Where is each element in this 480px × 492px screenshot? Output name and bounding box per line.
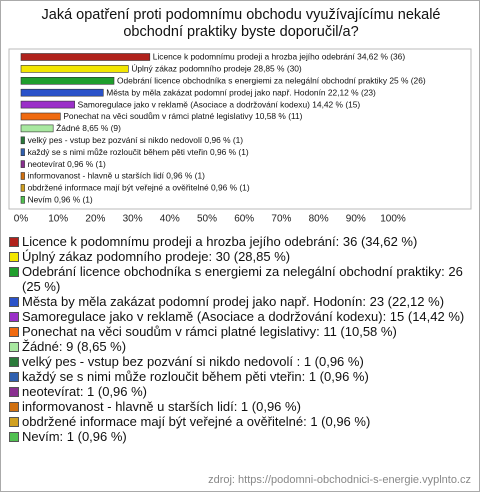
- legend-label: informovanost - hlavně u starších lidí: …: [22, 399, 301, 414]
- legend-swatch: [9, 357, 19, 367]
- legend: Licence k podomnímu prodeji a hrozba jej…: [9, 234, 473, 444]
- legend-swatch: [9, 372, 19, 382]
- x-tick-label: 10%: [48, 214, 68, 225]
- x-tick-label: 80%: [309, 214, 329, 225]
- bar: [20, 136, 25, 145]
- bar-label: Licence k podomnímu prodeji a hrozba jej…: [153, 52, 406, 62]
- legend-label: Ponechat na věci soudům v rámci platné l…: [22, 324, 397, 339]
- bar-label: neotevírat 0,96 % (1): [28, 159, 106, 169]
- bar: [20, 88, 104, 97]
- bar: [20, 148, 25, 156]
- legend-item: Licence k podomnímu prodeji a hrozba jej…: [9, 234, 473, 249]
- bar: [20, 100, 75, 109]
- bar-label: Úplný zákaz podomního prodeje 28,85 % (3…: [131, 64, 302, 74]
- legend-label: Žádné: 9 (8,65 %): [22, 339, 127, 354]
- bar-label: Nevím 0,96 % (1): [28, 195, 93, 205]
- legend-item: každý se s nimi může rozloučit během pět…: [9, 369, 473, 384]
- legend-label: Licence k podomnímu prodeji a hrozba jej…: [22, 234, 418, 249]
- bar: [20, 77, 115, 85]
- x-tick-label: 40%: [160, 214, 180, 225]
- legend-item: obdržené informace mají být veřejné a ov…: [9, 414, 473, 429]
- x-tick-label: 50%: [197, 214, 217, 225]
- legend-item: Ponechat na věci soudům v rámci platné l…: [9, 324, 473, 339]
- chart: 0% 10% 20% 30% 40% 50% 60% 70% 80% 90% 100% Licence…: [8, 48, 472, 225]
- legend-swatch: [9, 267, 19, 277]
- bar-label: informovanost - hlavně u starších lidí 0…: [28, 171, 206, 181]
- x-tick-label: 90%: [346, 214, 366, 225]
- bar-label: velký pes - vstup bez pozvání si nikdo n…: [28, 135, 244, 145]
- legend-item: Úplný zákaz podomního prodeje: 30 (28,85…: [9, 249, 473, 264]
- legend-swatch: [9, 342, 19, 352]
- legend-label: neotevírat: 1 (0,96 %): [22, 384, 148, 399]
- legend-swatch: [9, 252, 19, 262]
- bar-label: Žádné 8,65 % (9): [56, 123, 121, 133]
- legend-swatch: [9, 312, 19, 322]
- legend-item: informovanost - hlavně u starších lidí: …: [9, 399, 473, 414]
- x-tick-label: 0%: [14, 214, 29, 225]
- bar-label: Ponechat na věci soudům v rámci platné l…: [63, 111, 302, 121]
- bar-label: každý se s nimi může rozloučit během pět…: [28, 147, 249, 157]
- chart-title: Jaká opatření proti podomnímu obchodu vy…: [41, 7, 441, 40]
- legend-label: Úplný zákaz podomního prodeje: 30 (28,85…: [22, 249, 291, 264]
- legend-label: Nevím: 1 (0,96 %): [22, 429, 127, 444]
- bar: [20, 112, 61, 121]
- legend-swatch: [9, 327, 19, 337]
- bar: [20, 65, 129, 73]
- legend-label: Samoregulace jako v reklamě (Asociace a …: [22, 309, 465, 324]
- legend-label: obdržené informace mají být veřejné a ov…: [22, 414, 371, 429]
- bar-label: Samoregulace jako v reklamě (Asociace a …: [78, 99, 361, 109]
- bar: [20, 172, 25, 180]
- legend-swatch: [9, 402, 19, 412]
- legend-item: Žádné: 9 (8,65 %): [9, 339, 473, 354]
- legend-swatch: [9, 417, 19, 427]
- legend-item: velký pes - vstup bez pozvání si nikdo n…: [9, 354, 473, 369]
- x-tick-label: 60%: [234, 214, 254, 225]
- legend-item: Nevím: 1 (0,96 %): [9, 429, 473, 444]
- x-tick-label: 20%: [85, 214, 105, 225]
- bar: [20, 53, 151, 61]
- legend-item: Odebrání licence obchodníka s energiemi …: [9, 264, 473, 294]
- legend-swatch: [9, 237, 19, 247]
- bar: [20, 184, 25, 192]
- bar-label: obdržené informace mají být veřejné a ov…: [28, 183, 250, 193]
- legend-item: Města by měla zakázat podomní prodej jak…: [9, 294, 473, 309]
- plot-frame: [8, 48, 472, 210]
- legend-label: Města by měla zakázat podomní prodej jak…: [22, 294, 445, 309]
- bar: [20, 124, 54, 133]
- legend-swatch: [9, 387, 19, 397]
- bar: [20, 196, 25, 204]
- bar: [20, 160, 25, 168]
- x-tick-label: 100%: [380, 214, 406, 225]
- x-tick-label: 70%: [271, 214, 291, 225]
- legend-label: každý se s nimi může rozloučit během pět…: [22, 369, 369, 384]
- bar-label: Města by měla zakázat podomní prodej jak…: [106, 87, 376, 97]
- legend-item: neotevírat: 1 (0,96 %): [9, 384, 473, 399]
- legend-label: Odebrání licence obchodníka s energiemi …: [22, 264, 463, 294]
- bar-label: Odebrání licence obchodníka s energiemi …: [117, 76, 426, 86]
- legend-swatch: [9, 297, 19, 307]
- legend-swatch: [9, 432, 19, 442]
- legend-label: velký pes - vstup bez pozvání si nikdo n…: [22, 354, 364, 369]
- source: zdroj: https://podomni-obchodnici-s-ener…: [208, 474, 471, 486]
- legend-item: Samoregulace jako v reklamě (Asociace a …: [9, 309, 473, 324]
- x-tick-label: 30%: [123, 214, 143, 225]
